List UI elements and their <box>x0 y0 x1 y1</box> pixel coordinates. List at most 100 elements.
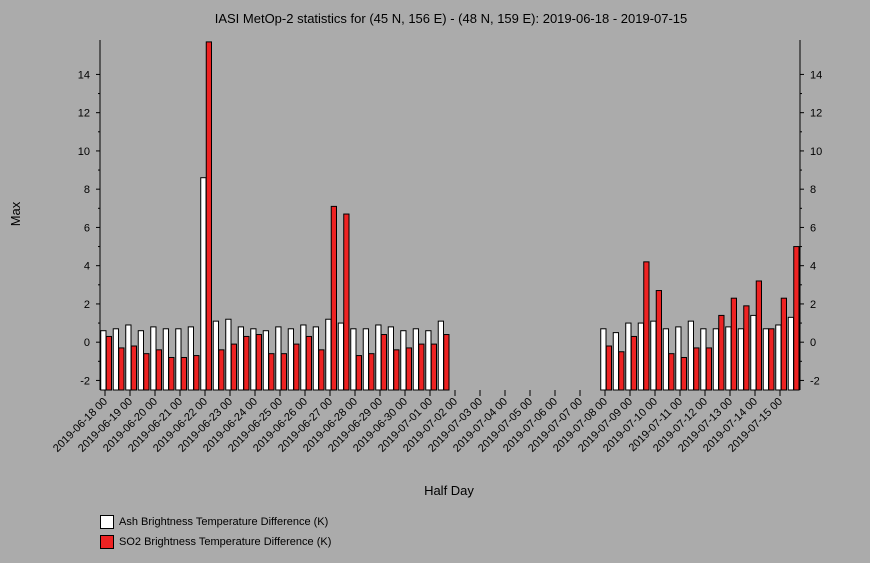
so2-bar <box>780 297 787 391</box>
ash-bar <box>750 314 757 391</box>
ash-bar <box>212 320 219 391</box>
so2-bar <box>793 246 800 391</box>
so2-bar <box>268 353 275 391</box>
ash-bar <box>200 177 207 391</box>
ash-bar <box>725 326 732 391</box>
ash-bar <box>162 328 169 391</box>
so2-bar <box>768 328 775 391</box>
ash-bar <box>225 318 232 391</box>
y-tick-label-left: 14 <box>78 69 90 81</box>
so2-bar <box>193 355 200 391</box>
ash-bar <box>662 328 669 391</box>
so2-bar <box>743 305 750 391</box>
so2-bar <box>630 335 637 391</box>
bars <box>100 41 800 391</box>
ash-bar <box>425 330 432 391</box>
y-tick-label-right: 4 <box>810 261 816 273</box>
so2-bar <box>155 349 162 391</box>
so2-bar <box>405 347 412 391</box>
ash-bar <box>775 324 782 391</box>
ash-bar <box>362 328 369 391</box>
ash-bar <box>400 330 407 391</box>
so2-bar <box>255 334 262 391</box>
ash-bar <box>412 328 419 391</box>
so2-bar <box>180 356 187 391</box>
ash-bar <box>112 328 119 391</box>
y-tick-label-right: 2 <box>810 299 816 311</box>
x-axis-title: Half Day <box>424 483 474 498</box>
so2-bar <box>280 353 287 391</box>
so2-bar <box>693 347 700 391</box>
so2-bar <box>430 343 437 391</box>
ash-bar <box>300 324 307 391</box>
y-tick-label-right: 14 <box>810 69 822 81</box>
ash-bar <box>100 330 107 391</box>
so2-bar <box>305 335 312 391</box>
so2-bar <box>368 353 375 391</box>
ash-bar <box>612 332 619 391</box>
legend-entry-ash: Ash Brightness Temperature Difference (K… <box>100 512 331 532</box>
so2-bar <box>730 297 737 391</box>
legend-entry-so2: SO2 Brightness Temperature Difference (K… <box>100 532 331 552</box>
so2-bar <box>755 280 762 391</box>
so2-bar <box>243 335 250 391</box>
axes <box>99 40 801 390</box>
y-tick-label-right: 6 <box>810 222 816 234</box>
y-tick-label-left: 4 <box>84 261 90 273</box>
ash-bar <box>187 326 194 391</box>
so2-bar <box>668 353 675 391</box>
so2-bar <box>218 349 225 391</box>
chart-title: IASI MetOp-2 statistics for (45 N, 156 E… <box>215 11 688 26</box>
y-tick-label-left: 0 <box>84 337 90 349</box>
ash-bar <box>737 328 744 391</box>
so2-bar <box>680 356 687 391</box>
ash-bar <box>787 316 794 391</box>
so2-bar <box>393 349 400 391</box>
y-tick-label-right: -2 <box>810 375 820 387</box>
legend: Ash Brightness Temperature Difference (K… <box>100 512 331 552</box>
so2-bar <box>718 314 725 391</box>
so2-bar <box>343 213 350 391</box>
y-tick-label-right: 10 <box>810 146 822 158</box>
ash-bar <box>762 328 769 391</box>
ash-bar <box>125 324 132 391</box>
ash-bar <box>437 320 444 391</box>
so2-bar <box>643 261 650 391</box>
y-tick-label-right: 12 <box>810 108 822 120</box>
ash-bar <box>625 322 632 391</box>
so2-bar <box>230 343 237 391</box>
ash-bar <box>325 318 332 391</box>
so2-bar <box>118 347 125 391</box>
legend-swatch-so2 <box>100 535 114 549</box>
ash-bar <box>387 326 394 391</box>
ash-bar <box>262 330 269 391</box>
ash-bar <box>237 326 244 391</box>
so2-bar <box>655 290 662 391</box>
ash-bar <box>350 328 357 391</box>
ash-bar <box>687 320 694 391</box>
ash-bar <box>675 326 682 391</box>
y-tick-label-left: -2 <box>80 375 90 387</box>
legend-label-ash: Ash Brightness Temperature Difference (K… <box>119 516 329 528</box>
so2-bar <box>618 351 625 391</box>
y-tick-label-left: 10 <box>78 146 90 158</box>
so2-bar <box>605 345 612 391</box>
y-tick-label-right: 0 <box>810 337 816 349</box>
ash-bar <box>250 328 257 391</box>
ash-bar <box>375 324 382 391</box>
so2-bar <box>205 41 212 391</box>
ash-bar <box>700 328 707 391</box>
so2-bar <box>143 353 150 391</box>
ash-bar <box>275 326 282 391</box>
so2-bar <box>443 334 450 391</box>
ash-bar <box>287 328 294 391</box>
so2-bar <box>130 345 137 391</box>
y-axis-title: Max <box>8 201 23 226</box>
legend-label-so2: SO2 Brightness Temperature Difference (K… <box>119 536 332 548</box>
so2-bar <box>318 349 325 391</box>
so2-bar <box>355 355 362 391</box>
ash-bar <box>712 328 719 391</box>
ash-bar <box>337 322 344 391</box>
ash-bar <box>650 320 657 391</box>
